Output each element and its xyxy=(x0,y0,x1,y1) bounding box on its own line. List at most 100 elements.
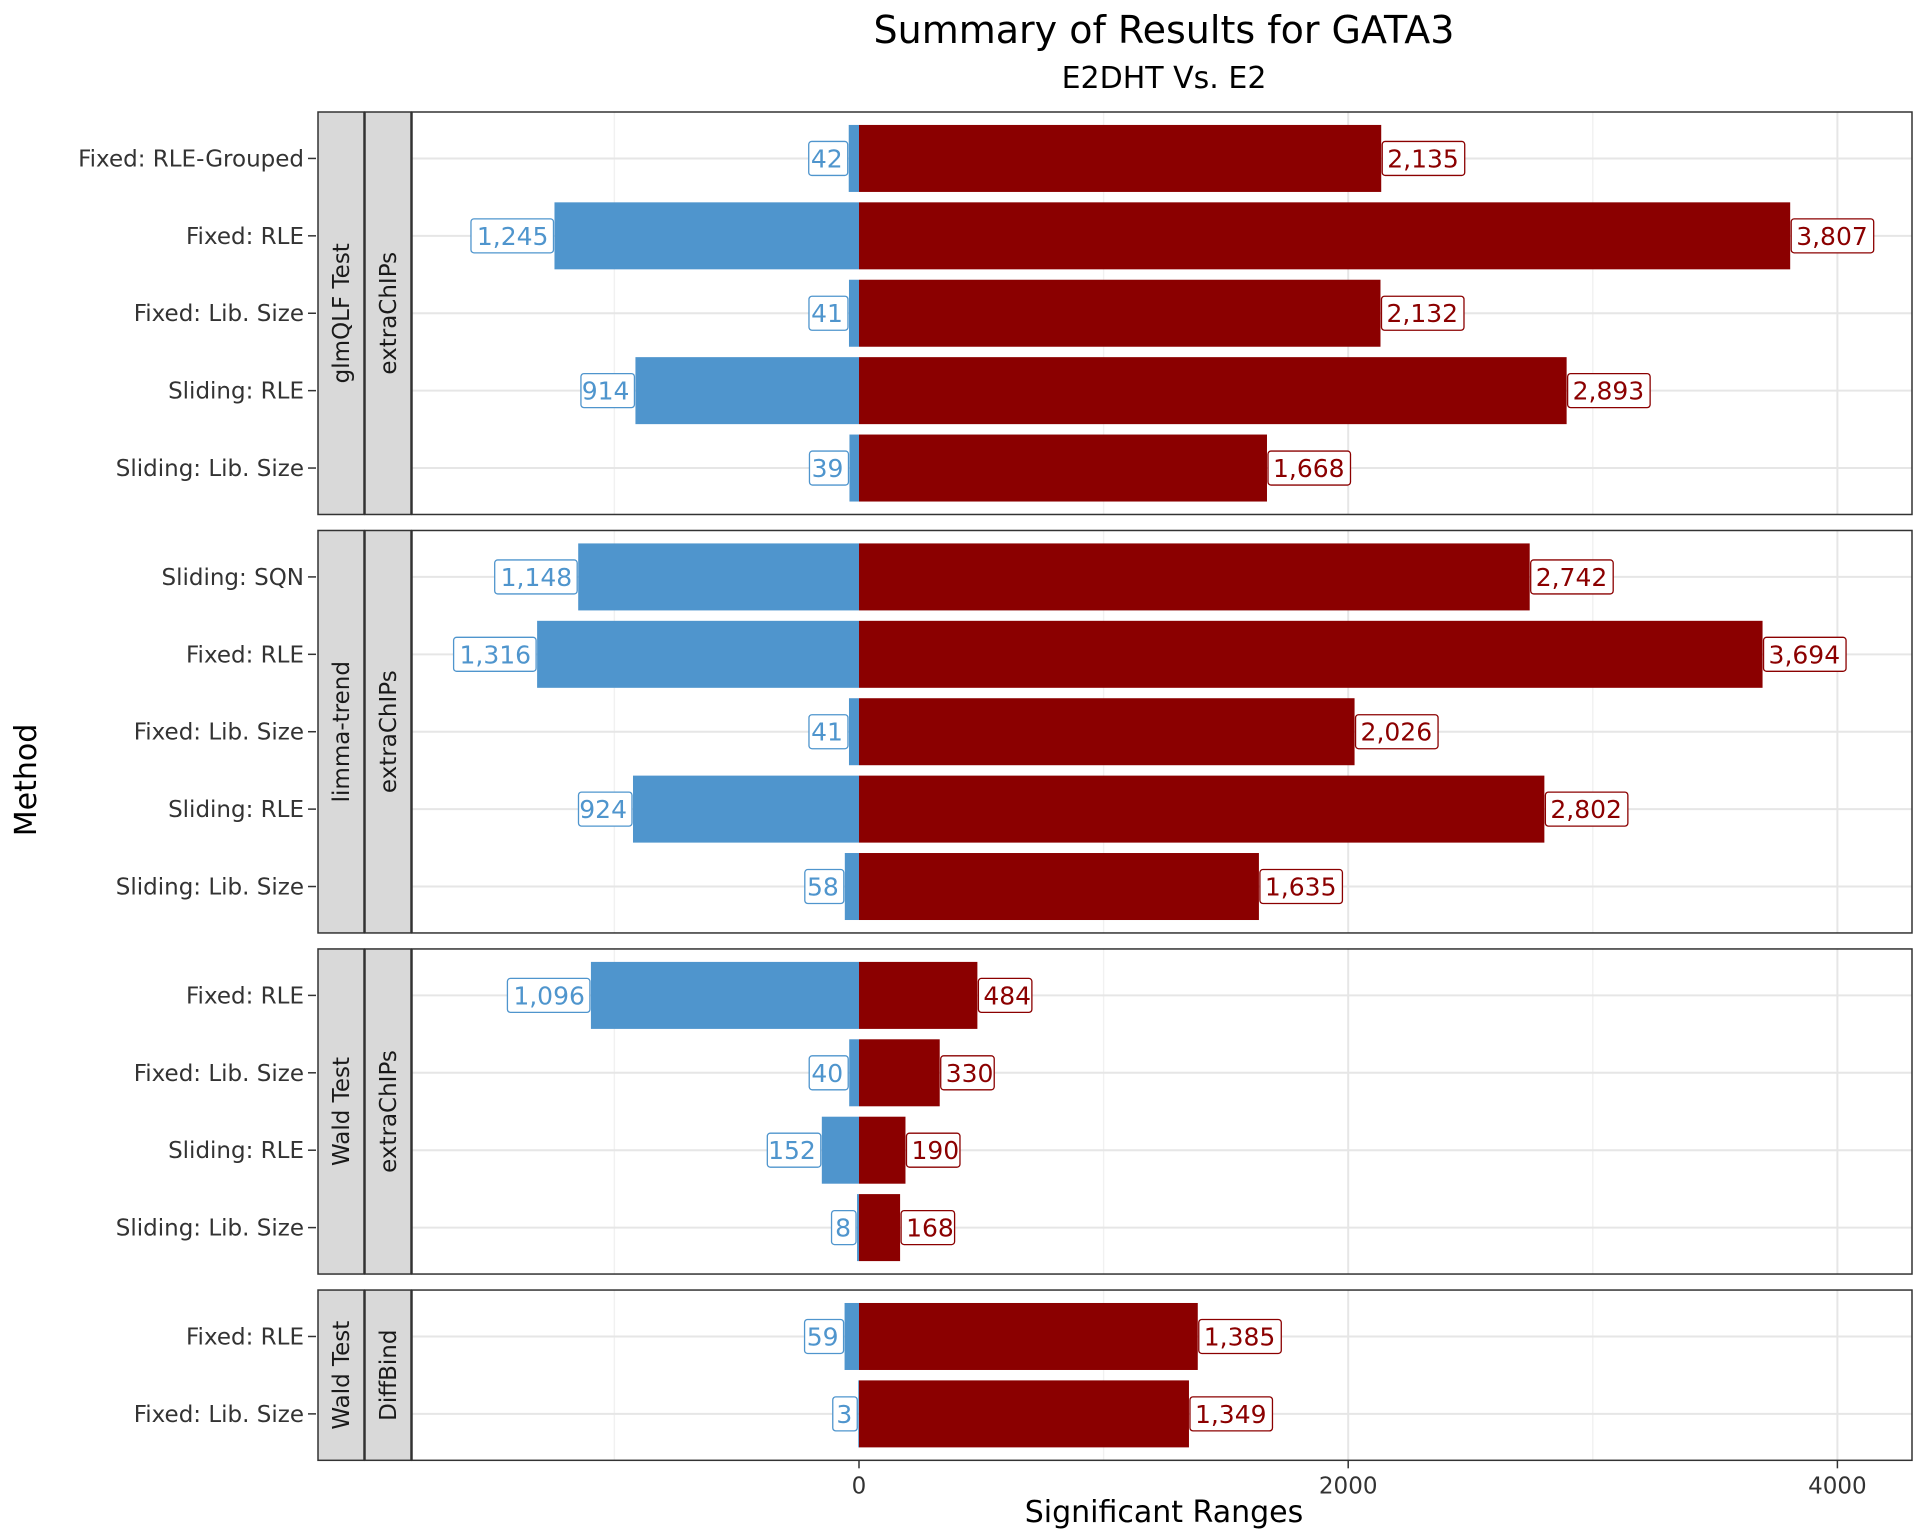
bar-down xyxy=(554,202,859,270)
data-label-down-box xyxy=(832,1396,858,1432)
data-label-up-box xyxy=(1530,559,1614,595)
data-label-down-box xyxy=(808,295,849,331)
y-tick-label: Fixed: RLE xyxy=(186,1324,304,1350)
bar-down xyxy=(848,124,859,192)
bar-up xyxy=(859,434,1267,502)
facet-panel: 1,096 484 Fixed: RLE 40 330 Fixed: Lib. Size 1… xyxy=(116,948,1913,1275)
y-tick-label: Sliding: SQN xyxy=(161,565,304,591)
data-label-down-box xyxy=(808,1055,849,1091)
data-label-down-box xyxy=(830,1209,857,1246)
y-tick-label: Fixed: RLE xyxy=(186,224,304,250)
data-label-down-box xyxy=(808,450,850,486)
data-label-down-group: 1,245 xyxy=(470,218,555,254)
data-label-down-box xyxy=(766,1132,822,1168)
strip-label-test: glmQLF Test xyxy=(329,243,355,383)
strip-test-background xyxy=(317,111,365,516)
data-label-up-box xyxy=(1544,791,1629,827)
data-label-up-group: 1,385 xyxy=(1198,1318,1282,1355)
data-label-down: 3 xyxy=(836,1400,852,1429)
data-label-down-box xyxy=(804,868,845,905)
data-label-down-group: 59 xyxy=(803,1318,845,1355)
data-label-down-group: 3 xyxy=(832,1396,858,1432)
data-label-up-group: 2,026 xyxy=(1354,714,1439,750)
data-label-down: 8 xyxy=(835,1214,851,1243)
data-label-up: 168 xyxy=(906,1214,954,1243)
data-label-up: 2,802 xyxy=(1550,795,1622,824)
data-label-up: 190 xyxy=(911,1136,959,1165)
y-tick-label: Sliding: RLE xyxy=(168,379,304,405)
data-label-down: 1,096 xyxy=(513,981,585,1010)
bar-up xyxy=(859,698,1355,766)
strip-package-background xyxy=(364,111,412,516)
data-label-down: 41 xyxy=(811,718,843,747)
strip-test-background xyxy=(317,1289,365,1462)
data-label-up-box xyxy=(1267,450,1352,486)
data-label-up: 1,349 xyxy=(1195,1400,1267,1429)
data-label-down: 41 xyxy=(811,299,843,328)
y-tick-label: Sliding: RLE xyxy=(168,1138,304,1164)
data-label-down-box xyxy=(577,791,633,827)
bar-down xyxy=(635,357,859,425)
data-label-up-group: 1,668 xyxy=(1267,450,1352,486)
x-tick-label: 2000 xyxy=(1319,1473,1378,1499)
data-label-up-group: 2,132 xyxy=(1380,295,1465,331)
panel-border xyxy=(411,111,1913,516)
data-label-down: 39 xyxy=(812,454,844,483)
data-label-down: 1,316 xyxy=(460,640,532,669)
data-label-up-box xyxy=(900,1209,956,1246)
data-label-down: 1,245 xyxy=(477,222,549,251)
data-label-up-box xyxy=(1354,714,1439,750)
bar-up xyxy=(859,775,1545,843)
data-label-up-box xyxy=(1198,1318,1282,1355)
data-label-up: 1,385 xyxy=(1204,1322,1276,1351)
data-label-down-group: 41 xyxy=(808,295,849,331)
data-label-up-box xyxy=(905,1132,961,1168)
strip-label-test: Wald Test xyxy=(329,1321,355,1430)
data-label-down-box xyxy=(808,140,849,177)
data-label-down: 152 xyxy=(768,1136,816,1165)
data-label-up-group: 2,742 xyxy=(1530,559,1614,595)
strip-label-package: DiffBind xyxy=(376,1330,402,1421)
facet-panel: 42 2,135 Fixed: RLE-Grouped 1,245 3,807 Fixed… xyxy=(78,111,1913,516)
data-label-up-group: 2,802 xyxy=(1544,791,1629,827)
data-label-up-group: 168 xyxy=(900,1209,956,1246)
strip-label-package: extraChIPs xyxy=(376,1050,402,1173)
bar-down xyxy=(632,775,859,843)
y-tick-label: Fixed: Lib. Size xyxy=(134,1402,304,1428)
y-tick-label: Fixed: Lib. Size xyxy=(134,301,304,327)
strip-test-background xyxy=(317,948,365,1275)
data-label-up-box xyxy=(1790,218,1875,254)
data-label-down: 1,148 xyxy=(501,563,573,592)
data-label-down-box xyxy=(452,636,537,672)
bar-up xyxy=(859,202,1791,270)
bar-down xyxy=(844,1302,859,1370)
data-label-up-box xyxy=(1381,140,1466,177)
bar-down xyxy=(858,1380,860,1448)
data-label-up-group: 3,694 xyxy=(1762,636,1847,672)
y-tick-label: Fixed: Lib. Size xyxy=(134,1061,304,1087)
bar-down xyxy=(578,543,859,611)
data-label-down-group: 42 xyxy=(808,140,849,177)
data-label-up-group: 3,807 xyxy=(1790,218,1875,254)
data-label-down-group: 1,316 xyxy=(452,636,537,672)
data-label-down-group: 1,148 xyxy=(494,559,578,595)
data-label-up: 2,893 xyxy=(1573,377,1645,406)
chart-title: Summary of Results for GATA3 xyxy=(874,8,1455,52)
data-label-down-group: 58 xyxy=(804,868,845,905)
data-label-down-box xyxy=(470,218,555,254)
y-tick-label: Fixed: Lib. Size xyxy=(134,720,304,746)
data-label-up-box xyxy=(1259,868,1344,905)
data-label-down-group: 924 xyxy=(577,791,633,827)
facet-panel: 59 1,385 Fixed: RLE 3 1,349 Fixed: Lib. Size W… xyxy=(134,1289,1913,1499)
data-label-up: 3,807 xyxy=(1796,222,1868,251)
data-label-up-group: 1,635 xyxy=(1259,868,1344,905)
strip-label-test: Wald Test xyxy=(329,1057,355,1166)
bar-down xyxy=(848,279,859,347)
strip-label-package: extraChIPs xyxy=(376,670,402,793)
data-label-down-box xyxy=(808,714,849,750)
bar-up xyxy=(859,620,1763,688)
data-label-up-box xyxy=(1189,1396,1274,1432)
data-label-down-box xyxy=(494,559,578,595)
data-label-down-group: 1,096 xyxy=(506,977,591,1014)
data-label-up-box xyxy=(977,977,1033,1014)
